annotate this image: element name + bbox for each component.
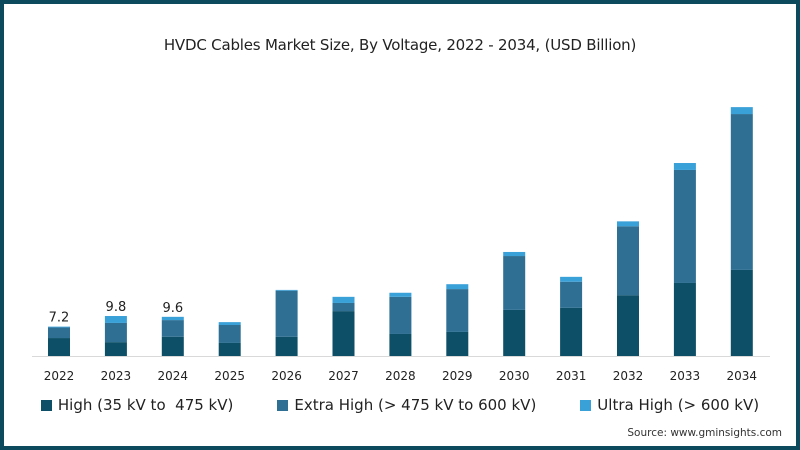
x-tick-label-2030: 2030 (499, 369, 530, 383)
x-tick-label-2024: 2024 (158, 369, 189, 383)
bar-high-2034 (730, 269, 753, 356)
bar-extra-high-2027 (332, 302, 355, 312)
bar-ultra-high-2026 (275, 289, 298, 291)
legend-item-high[interactable]: High (35 kV to 475 kV) (40, 396, 234, 414)
x-tick-label-2033: 2033 (670, 369, 701, 383)
source-note: Source: www.gminsights.com (627, 427, 782, 439)
x-tick-label-2022: 2022 (44, 369, 75, 383)
bar-high-2026 (275, 336, 298, 356)
bar-ultra-high-2023 (104, 316, 127, 323)
bar-extra-high-2033 (673, 169, 696, 283)
legend-swatch-extra-high (277, 399, 289, 411)
x-tick-labels: 2022 2023 2024 2025 2026 2027 2028 2029 2030 2031… (44, 369, 757, 383)
bar-ultra-high-2034 (730, 107, 753, 115)
x-tick-label-2026: 2026 (271, 369, 302, 383)
bar-high-2033 (673, 282, 696, 356)
bar-high-2022 (48, 338, 70, 356)
bar-ultra-high-2022 (48, 326, 70, 328)
data-label-2024: 9.6 (162, 301, 183, 316)
bars-group (48, 107, 753, 356)
x-tick-label-2031: 2031 (556, 369, 587, 383)
bar-ultra-high-2024 (161, 316, 184, 321)
bar-ultra-high-2033 (673, 163, 696, 170)
x-tick-label-2023: 2023 (101, 369, 132, 383)
bar-high-2032 (617, 295, 639, 356)
legend-label-high: High (35 kV to 475 kV) (57, 396, 234, 414)
legend-swatch-ultra-high (580, 399, 592, 411)
bar-extra-high-2025 (218, 324, 241, 343)
data-labels: 7.2 9.8 9.6 (49, 300, 183, 326)
bar-high-2031 (560, 307, 583, 356)
bar-high-2029 (446, 331, 469, 356)
bar-extra-high-2032 (617, 226, 639, 296)
bar-extra-high-2029 (446, 289, 469, 332)
bar-extra-high-2030 (503, 256, 526, 310)
bar-ultra-high-2029 (446, 284, 469, 290)
bar-extra-high-2022 (48, 327, 70, 339)
x-tick-label-2028: 2028 (385, 369, 416, 383)
bar-extra-high-2026 (275, 290, 298, 337)
bar-ultra-high-2027 (332, 296, 355, 303)
x-tick-label-2025: 2025 (214, 369, 245, 383)
data-label-2022: 7.2 (49, 311, 70, 326)
bar-high-2030 (503, 309, 526, 356)
x-tick-label-2034: 2034 (727, 369, 758, 383)
bar-high-2023 (104, 342, 127, 356)
legend-item-ultra-high[interactable]: Ultra High (> 600 kV) (580, 396, 759, 414)
bar-ultra-high-2032 (617, 221, 639, 227)
bar-high-2025 (218, 342, 241, 356)
bar-ultra-high-2031 (560, 276, 583, 282)
x-tick-label-2029: 2029 (442, 369, 473, 383)
legend-swatch-high (40, 399, 52, 411)
chart-title: HVDC Cables Market Size, By Voltage, 202… (163, 36, 637, 54)
bar-high-2024 (161, 336, 184, 356)
bar-extra-high-2034 (730, 114, 753, 270)
bar-high-2027 (332, 311, 355, 356)
chart-frame (4, 4, 796, 446)
x-tick-label-2027: 2027 (328, 369, 359, 383)
bar-extra-high-2031 (560, 281, 583, 308)
legend-label-extra-high: Extra High (> 475 kV to 600 kV) (294, 396, 537, 414)
x-tick-label-2032: 2032 (613, 369, 644, 383)
data-label-2023: 9.8 (106, 300, 127, 315)
bar-ultra-high-2028 (389, 292, 412, 297)
bar-extra-high-2028 (389, 296, 412, 334)
bar-ultra-high-2025 (218, 322, 241, 325)
bar-high-2028 (389, 333, 412, 356)
bar-extra-high-2023 (104, 322, 127, 343)
legend-item-extra-high[interactable]: Extra High (> 475 kV to 600 kV) (277, 396, 536, 414)
bar-ultra-high-2030 (503, 251, 526, 257)
bar-extra-high-2024 (161, 320, 184, 337)
legend: High (35 kV to 475 kV) Extra High (> 475… (0, 396, 800, 414)
legend-label-ultra-high: Ultra High (> 600 kV) (597, 396, 760, 414)
